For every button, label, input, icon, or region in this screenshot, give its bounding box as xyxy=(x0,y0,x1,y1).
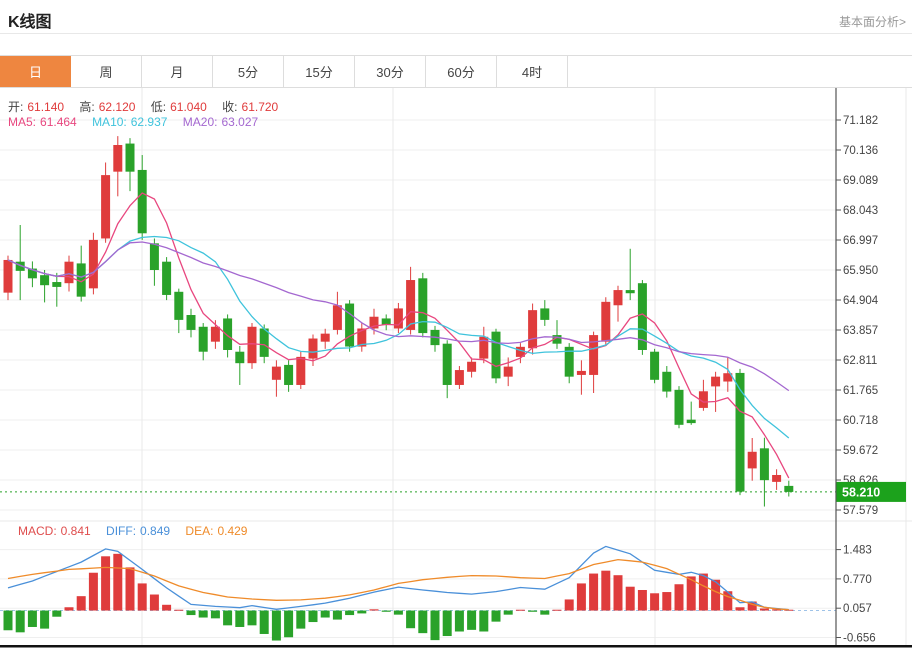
svg-text:59.672: 59.672 xyxy=(843,445,878,457)
interval-tabbar: 日 周 月 5分 15分 30分 60分 4时 xyxy=(0,55,912,88)
ma-readout: MA5: 61.464 MA10: 62.937 MA20: 63.027 xyxy=(8,115,262,129)
svg-text:71.182: 71.182 xyxy=(843,115,878,127)
low-value: 61.040 xyxy=(170,100,207,114)
svg-text:60.718: 60.718 xyxy=(843,415,878,427)
svg-text:-0.656: -0.656 xyxy=(843,633,876,645)
svg-text:1.483: 1.483 xyxy=(843,545,872,557)
svg-text:57.579: 57.579 xyxy=(843,505,878,517)
ohlc-readout: 开: 61.140 高: 62.120 低: 61.040 收: 61.720 xyxy=(8,98,282,115)
diff-value: 0.849 xyxy=(140,524,171,538)
svg-text:0.770: 0.770 xyxy=(843,574,872,586)
high-value: 62.120 xyxy=(98,100,136,114)
low-label: 低: xyxy=(150,100,167,114)
svg-text:62.811: 62.811 xyxy=(843,355,877,367)
svg-text:66.997: 66.997 xyxy=(843,235,878,247)
diff-label: DIFF: xyxy=(106,524,137,538)
svg-text:65.950: 65.950 xyxy=(843,265,878,277)
tab-15min[interactable]: 15分 xyxy=(284,56,355,87)
page-title: K线图 xyxy=(8,14,52,31)
svg-text:70.136: 70.136 xyxy=(843,145,878,157)
tab-week[interactable]: 周 xyxy=(71,56,142,87)
open-value: 61.140 xyxy=(27,100,65,114)
tab-5min[interactable]: 5分 xyxy=(213,56,284,87)
svg-text:58.210: 58.210 xyxy=(842,485,880,499)
tab-day[interactable]: 日 xyxy=(0,56,71,87)
tab-30min[interactable]: 30分 xyxy=(355,56,426,87)
ma10-value: 62.937 xyxy=(130,115,168,129)
dea-label: DEA: xyxy=(185,524,214,538)
fundamental-analysis-link[interactable]: 基本面分析> xyxy=(838,15,906,29)
ma20-value: 63.027 xyxy=(221,115,259,129)
dea-value: 0.429 xyxy=(217,524,248,538)
svg-text:69.089: 69.089 xyxy=(843,175,878,187)
svg-text:61.765: 61.765 xyxy=(843,385,878,397)
close-value: 61.720 xyxy=(241,100,279,114)
svg-text:68.043: 68.043 xyxy=(843,205,878,217)
macd-readout: MACD: 0.841 DIFF: 0.849 DEA: 0.429 xyxy=(18,524,251,538)
title-divider xyxy=(0,33,912,34)
macd-value: 0.841 xyxy=(60,524,91,538)
high-label: 高: xyxy=(79,100,95,114)
close-label: 收: xyxy=(222,100,238,114)
svg-text:0.057: 0.057 xyxy=(843,603,872,615)
open-label: 开: xyxy=(8,100,24,114)
macd-label: MACD: xyxy=(18,524,57,538)
tab-60min[interactable]: 60分 xyxy=(426,56,497,87)
svg-text:64.904: 64.904 xyxy=(843,295,879,307)
svg-text:63.857: 63.857 xyxy=(843,325,878,337)
tab-month[interactable]: 月 xyxy=(142,56,213,87)
ma5-value: 61.464 xyxy=(40,115,77,129)
ma10-label: MA10: xyxy=(92,115,127,129)
ma5-label: MA5: xyxy=(8,115,37,129)
tab-4hour[interactable]: 4时 xyxy=(497,56,568,87)
ma20-label: MA20: xyxy=(182,115,218,129)
